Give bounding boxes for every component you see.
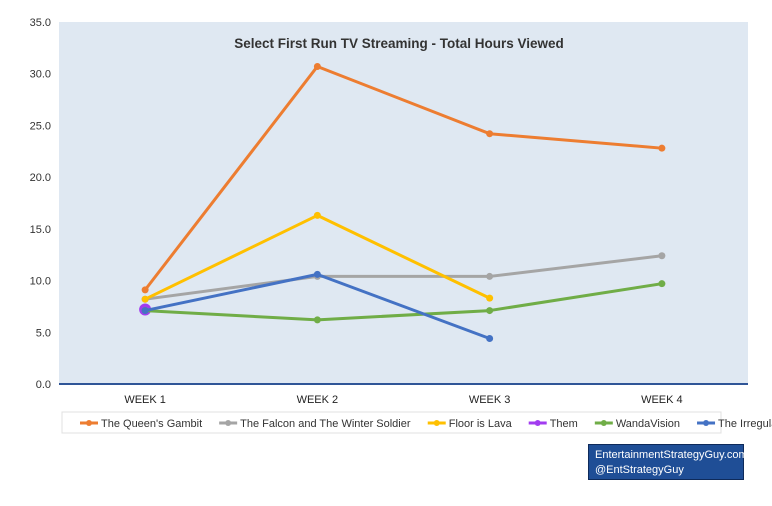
data-point [141,307,149,315]
series-line [145,282,663,322]
y-tick-label: 20.0 [30,172,51,184]
x-tick-label: WEEK 1 [124,394,166,406]
y-axis-ticks: 0.0 5.0 10.0 15.0 20.0 25.0 30.0 35.0 [30,17,51,391]
x-tick-label: WEEK 4 [641,394,683,406]
credit-handle: @EntStrategyGuy [595,464,684,476]
data-point [658,144,666,152]
credit-box: EntertainmentStrategyGuy.com @EntStrateg… [588,444,748,480]
legend-label: Them [550,418,578,430]
legend-label: The Queen's Gambit [101,418,202,430]
y-tick-label: 25.0 [30,120,51,132]
data-point [486,334,494,342]
data-point [141,295,149,303]
series-line [144,254,663,301]
data-point [486,130,494,138]
data-point [313,62,321,70]
credit-website: EntertainmentStrategyGuy.com [595,449,748,461]
y-tick-label: 35.0 [30,17,51,29]
legend-swatch-marker [600,420,607,426]
legend-swatch-marker [433,420,440,426]
legend-label: The Falcon and The Winter Soldier [240,418,411,430]
y-tick-label: 15.0 [30,224,51,236]
legend-label: WandaVision [616,418,680,430]
legend-swatch-marker [86,420,92,426]
series-layer [139,62,666,342]
series-0 [141,62,666,294]
series-5 [141,270,494,342]
legend-item: The Falcon and The Winter Soldier [219,418,411,430]
plot-area [59,22,748,384]
legend-label: The Irregulars [718,418,772,430]
x-tick-label: WEEK 2 [297,394,339,406]
y-tick-label: 30.0 [30,69,51,81]
legend-item: The Queen's Gambit [80,418,202,430]
legend: The Queen's Gambit The Falcon and The Win… [80,418,772,430]
legend-item: The Irregulars [697,418,772,430]
y-tick-label: 5.0 [36,327,51,339]
data-point [313,270,321,278]
data-point [658,252,666,260]
legend-swatch-marker [703,420,710,426]
legend-swatch-marker [534,420,541,426]
y-tick-label: 0.0 [36,379,51,391]
legend-box [61,411,722,434]
data-point [658,280,666,288]
data-point [141,286,149,294]
legend-label: Floor is Lava [449,418,513,430]
data-point [313,316,321,324]
x-tick-label: WEEK 3 [469,394,511,406]
data-point [486,307,494,315]
series-line [143,64,663,291]
legend-swatch-marker [225,420,232,426]
data-point [313,211,321,219]
chart-title: Select First Run TV Streaming - Total Ho… [234,36,564,51]
legend-item: WandaVision [594,418,680,430]
legend-item: Them [528,418,578,430]
series-2 [141,211,494,303]
legend-item: Floor is Lava [427,418,513,430]
data-point [486,272,494,280]
x-axis-ticks: WEEK 1 WEEK 2 WEEK 3 WEEK 4 [124,394,682,406]
y-tick-label: 10.0 [30,276,51,288]
data-point [486,294,494,302]
